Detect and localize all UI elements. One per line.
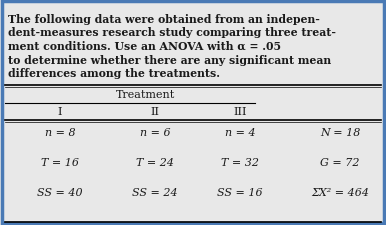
- Text: T = 16: T = 16: [41, 158, 79, 168]
- Text: ΣX² = 464: ΣX² = 464: [311, 188, 369, 198]
- Text: SS = 16: SS = 16: [217, 188, 263, 198]
- Text: III: III: [233, 107, 247, 117]
- Text: dent-measures research study comparing three treat-: dent-measures research study comparing t…: [8, 27, 336, 38]
- Text: N = 18: N = 18: [320, 128, 360, 138]
- Text: SS = 40: SS = 40: [37, 188, 83, 198]
- Text: ment conditions. Use an ANOVA with α = .05: ment conditions. Use an ANOVA with α = .…: [8, 41, 281, 52]
- FancyBboxPatch shape: [2, 2, 384, 223]
- Text: T = 32: T = 32: [221, 158, 259, 168]
- Text: I: I: [58, 107, 62, 117]
- Text: SS = 24: SS = 24: [132, 188, 178, 198]
- Text: Treatment: Treatment: [115, 90, 174, 100]
- Text: II: II: [151, 107, 159, 117]
- Text: differences among the treatments.: differences among the treatments.: [8, 68, 220, 79]
- Text: G = 72: G = 72: [320, 158, 360, 168]
- Text: n = 4: n = 4: [225, 128, 255, 138]
- Text: n = 6: n = 6: [140, 128, 170, 138]
- Text: n = 8: n = 8: [45, 128, 75, 138]
- Text: to determine whether there are any significant mean: to determine whether there are any signi…: [8, 54, 331, 65]
- Text: T = 24: T = 24: [136, 158, 174, 168]
- Text: The following data were obtained from an indepen-: The following data were obtained from an…: [8, 14, 320, 25]
